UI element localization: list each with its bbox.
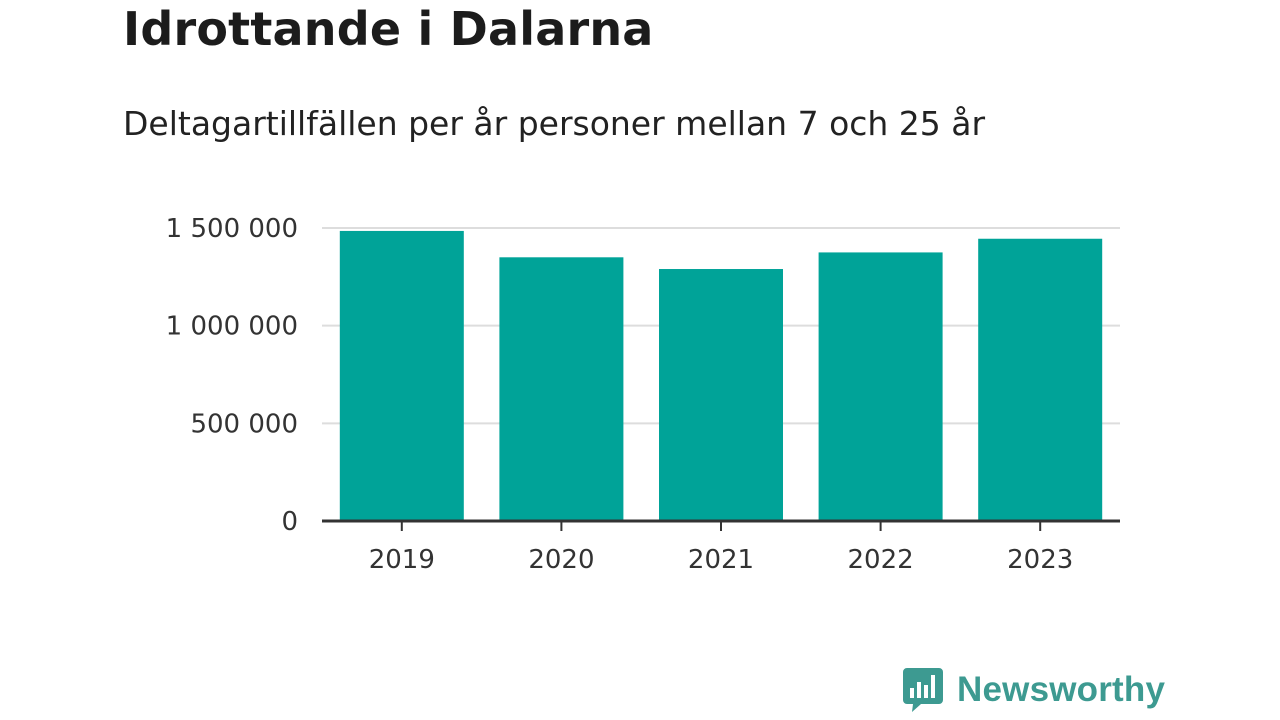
y-tick-label: 500 000 xyxy=(190,409,298,439)
x-tick-label: 2023 xyxy=(1007,545,1073,575)
x-tick-label: 2019 xyxy=(369,545,435,575)
y-tick-label: 1 000 000 xyxy=(166,312,298,342)
bar-2020 xyxy=(499,257,624,521)
x-tick-label: 2020 xyxy=(528,545,594,575)
chart-subtitle: Deltagartillfällen per år personer mella… xyxy=(123,104,986,143)
bar-2023 xyxy=(978,238,1103,521)
y-tick-label: 1 500 000 xyxy=(166,214,298,244)
y-tick-label: 0 xyxy=(281,507,298,537)
x-tick-label: 2021 xyxy=(688,545,754,575)
tick-labels: 0 500 000 1 000 000 1 500 000 2019 2020 2021 20… xyxy=(166,214,1074,575)
bar-2019 xyxy=(339,230,464,521)
x-tick-label: 2022 xyxy=(848,545,914,575)
brand-name: Newsworthy xyxy=(957,670,1166,709)
axes xyxy=(322,519,1120,531)
chart-title: Idrottande i Dalarna xyxy=(123,2,654,56)
newsworthy-chart-bubble-icon xyxy=(903,668,943,712)
bars xyxy=(339,230,1103,521)
bar-2021 xyxy=(659,269,783,521)
bar-2022 xyxy=(818,252,943,521)
newsworthy-logo: Newsworthy xyxy=(903,668,1165,712)
